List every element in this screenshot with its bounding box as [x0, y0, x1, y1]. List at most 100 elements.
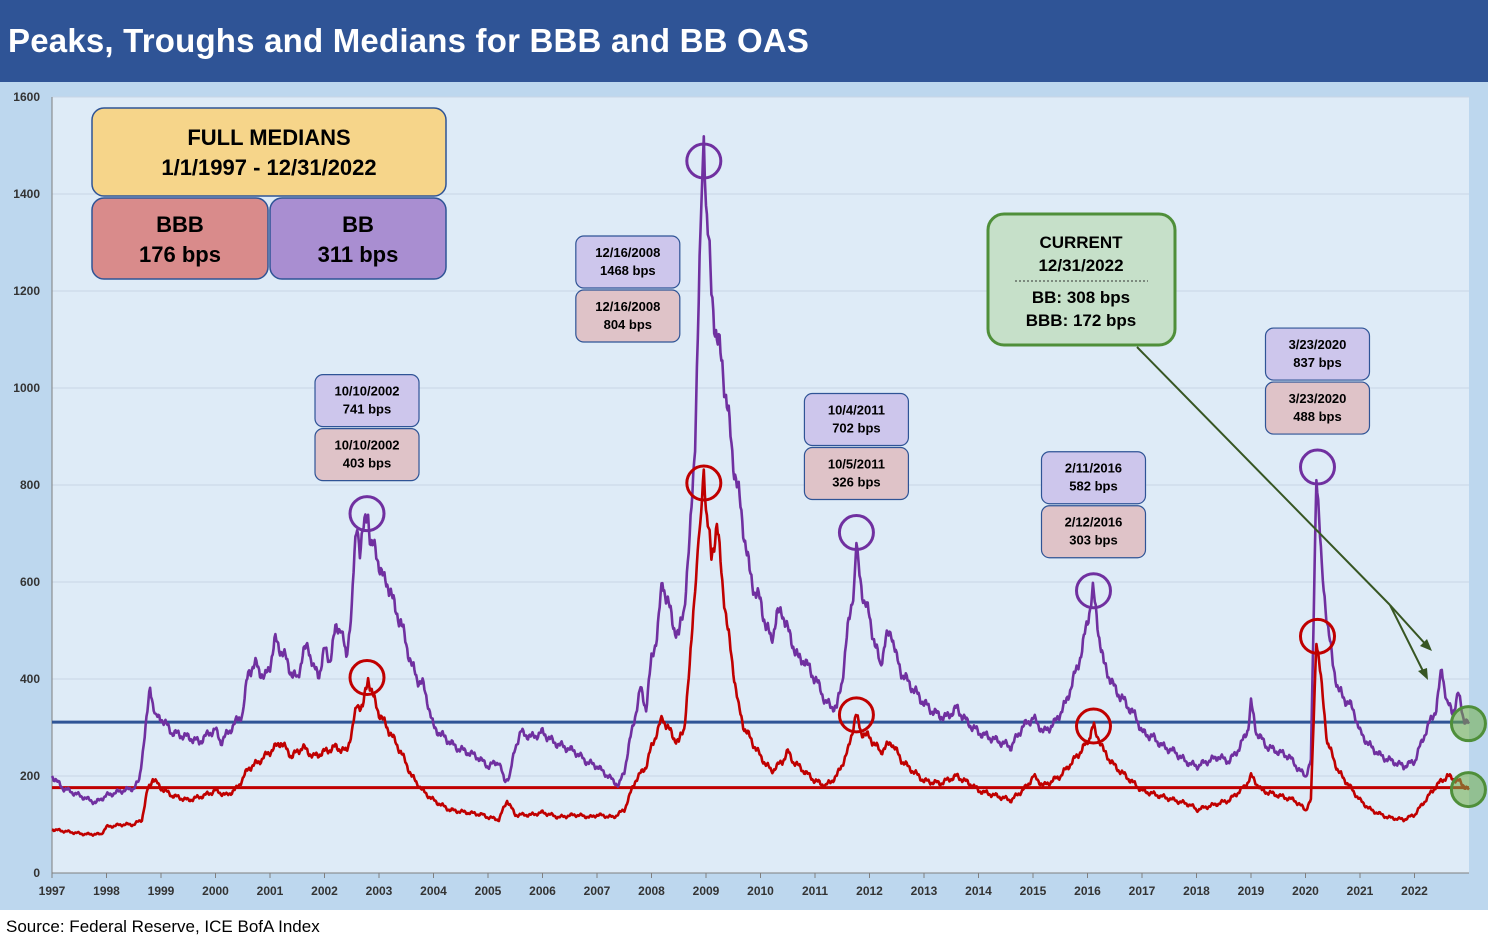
annotation-value: 303 bps [1069, 533, 1117, 548]
current-box-frame [986, 212, 1177, 347]
annotation-value: 326 bps [832, 475, 880, 490]
x-tick-label: 1999 [148, 884, 175, 898]
peak-circle-bb [837, 514, 875, 552]
x-tick-label: 2001 [257, 884, 284, 898]
x-tick-label: 2019 [1238, 884, 1265, 898]
annotation-date: 10/5/2011 [828, 457, 885, 472]
current-arrowhead-bb [1420, 639, 1432, 651]
bb-median-box [269, 197, 447, 280]
annotation-box-bb [314, 374, 420, 428]
current-arrow-bb [1389, 604, 1429, 648]
peak-circle-bbb [1074, 707, 1112, 745]
annotation-value: 488 bps [1293, 409, 1341, 424]
annotation-box-bb [803, 392, 910, 447]
x-tick-label: 2004 [420, 884, 447, 898]
annotation-box-bbb [803, 446, 910, 501]
annotation-box-bbb [1040, 505, 1147, 559]
annotation-date: 3/23/2020 [1289, 337, 1347, 352]
bbb-median-box [91, 197, 269, 280]
peak-annotations: 10/10/2002 741 bps 10/10/2002 403 bps 12/16/… [314, 235, 1371, 559]
annotation-date: 12/16/2008 [595, 245, 660, 260]
y-tick-label: 800 [20, 478, 40, 492]
x-tick-label: 2020 [1292, 884, 1319, 898]
x-tick-label: 2006 [529, 884, 556, 898]
y-tick-label: 1200 [13, 284, 40, 298]
peak-circles [348, 142, 1487, 809]
y-tick-label: 600 [20, 575, 40, 589]
series-lines [50, 135, 1471, 837]
series-line-bb [50, 135, 1471, 806]
medians-heading-box [91, 107, 447, 197]
source-note: Source: Federal Reserve, ICE BofA Index [6, 917, 320, 936]
chart-title: Peaks, Troughs and Medians for BBB and B… [8, 22, 810, 59]
medians-box: FULL MEDIANS 1/1/1997 - 12/31/2022 BBB 1… [91, 107, 447, 280]
annotation-box-bbb [314, 428, 420, 482]
peak-circle-bb [685, 142, 723, 180]
x-tick-label: 2009 [693, 884, 720, 898]
peak-circle-bbb [685, 464, 723, 502]
annotation-box-bb [1264, 327, 1371, 381]
title-bar: Peaks, Troughs and Medians for BBB and B… [0, 0, 1488, 82]
peak-circle-bbb [348, 659, 386, 697]
current-arrows [1136, 346, 1432, 680]
current-arrowhead-bbb [1418, 668, 1428, 680]
y-tick-label: 0 [33, 866, 40, 880]
current-circle-bb [1449, 705, 1487, 743]
medians-heading-line2: 1/1/1997 - 12/31/2022 [161, 155, 376, 180]
x-tick-label: 2012 [856, 884, 883, 898]
annotation-date: 3/23/2020 [1289, 391, 1347, 406]
y-tick-label: 1000 [13, 381, 40, 395]
annotation-date: 10/10/2002 [334, 384, 399, 399]
x-tick-label: 2000 [202, 884, 229, 898]
y-tick-label: 1400 [13, 187, 40, 201]
x-tick-label: 2014 [965, 884, 992, 898]
x-tick-label: 2003 [366, 884, 393, 898]
annotation-value: 837 bps [1293, 355, 1341, 370]
x-tick-label: 2013 [911, 884, 938, 898]
current-arrow-shaft [1136, 346, 1391, 606]
x-tick-label: 2002 [311, 884, 338, 898]
x-tick-label: 2018 [1183, 884, 1210, 898]
x-tick-label: 2021 [1347, 884, 1374, 898]
y-tick-labels: 0 200 400 600 800 1000 1200 1400 1600 [13, 90, 40, 880]
x-tick-label: 2022 [1401, 884, 1428, 898]
current-date: 12/31/2022 [1038, 256, 1123, 275]
peak-circle-bb [348, 495, 386, 533]
x-tick-label: 2008 [638, 884, 665, 898]
annotation-value: 741 bps [343, 402, 391, 417]
annotation-box-bbb [1264, 381, 1371, 435]
bb-median-value: 311 bps [318, 242, 399, 267]
peak-circle-bb [1074, 572, 1112, 610]
current-bb-value: BB: 308 bps [1032, 288, 1130, 307]
annotation-box-bbb [575, 289, 681, 343]
x-tick-label: 2017 [1129, 884, 1156, 898]
annotation-value: 1468 bps [600, 263, 656, 278]
annotation-value: 702 bps [832, 421, 880, 436]
annotation-date: 2/11/2016 [1065, 461, 1122, 476]
x-tick-label: 2016 [1074, 884, 1101, 898]
peak-circle-bbb [837, 696, 875, 734]
y-tick-label: 1600 [13, 90, 40, 104]
annotation-date: 12/16/2008 [595, 299, 660, 314]
peak-circle-bbb [1298, 617, 1336, 655]
peak-circle-bb [1298, 448, 1336, 486]
annotation-box-bb [1040, 451, 1147, 505]
x-tick-label: 2011 [802, 884, 828, 898]
current-circle-bbb [1449, 771, 1487, 809]
annotation-value: 403 bps [343, 456, 391, 471]
gridlines [52, 96, 1469, 777]
annotation-date: 10/4/2011 [828, 403, 885, 418]
x-tick-label: 2010 [747, 884, 774, 898]
x-tick-label: 1997 [39, 884, 66, 898]
bb-median-label: BB [342, 212, 374, 237]
y-tick-label: 400 [20, 672, 40, 686]
y-tick-label: 200 [20, 769, 40, 783]
annotation-value: 582 bps [1069, 479, 1117, 494]
annotation-date: 2/12/2016 [1065, 515, 1123, 530]
series-line-bbb [51, 468, 1470, 837]
current-bbb-value: BBB: 172 bps [1026, 311, 1137, 330]
current-box: CURRENT 12/31/2022 BB: 308 bps BBB: 172 … [986, 212, 1177, 347]
current-arrow-bbb [1389, 604, 1426, 676]
